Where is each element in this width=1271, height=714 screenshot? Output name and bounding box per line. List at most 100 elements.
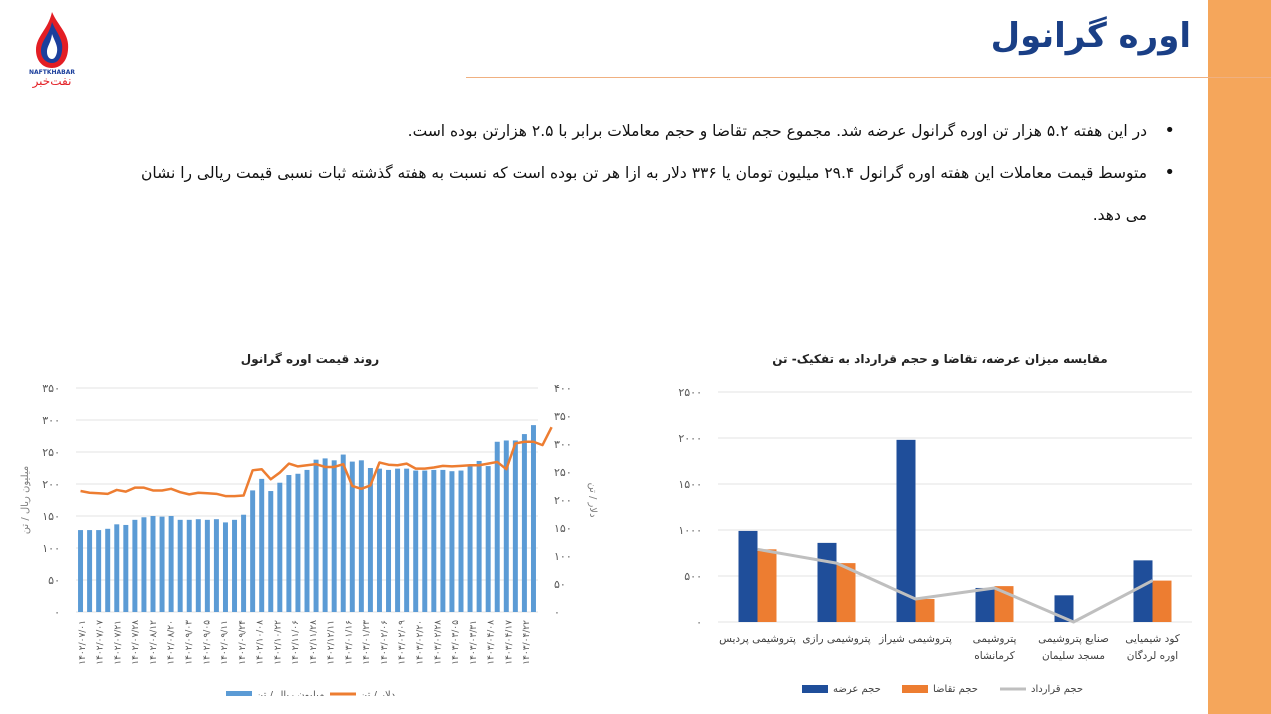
price-bar: [87, 530, 93, 612]
price-bar: [78, 530, 84, 612]
price-bar: [458, 470, 464, 612]
price-bar: [340, 454, 346, 612]
y-tick-label: ۵۰۰: [684, 570, 702, 583]
price-bar: [250, 490, 256, 612]
y-tick-label: ۱۵۰۰: [678, 478, 702, 491]
price-bar: [331, 460, 337, 612]
demand-bar: [915, 599, 935, 622]
price-bar: [132, 519, 138, 612]
price-bar: [367, 468, 373, 612]
price-bar: [241, 514, 247, 612]
price-bar: [150, 516, 156, 612]
legend-label: حجم عرضه: [833, 684, 881, 695]
y-tick-label: ۲۰۰۰: [678, 432, 702, 445]
x-tick-label: ۱۴۰۳/۰۴/۲۲: [522, 620, 532, 665]
price-bar: [259, 478, 265, 612]
x-category-label-line: پتروشیمی شیراز: [878, 633, 952, 645]
legend-label: میلیون ریال / تن: [256, 690, 324, 696]
price-bar: [204, 519, 210, 612]
price-bar: [322, 458, 328, 612]
price-bar: [222, 522, 228, 612]
logo-persian-text: نفت‌خبر: [32, 74, 72, 88]
price-bar: [105, 528, 111, 612]
y2-tick-label: ۲۰۰: [554, 494, 572, 507]
price-bar: [232, 519, 238, 612]
page-title: اوره گرانول: [990, 16, 1191, 56]
price-bar: [449, 471, 455, 612]
naftkhabar-logo: NAFTKHABAR نفت‌خبر: [29, 12, 75, 88]
price-bar: [195, 519, 201, 612]
y2-tick-label: ۰: [554, 606, 560, 619]
x-tick-label: ۱۴۰۲/۰۷/۲۸: [131, 620, 141, 665]
usd-price-line: [80, 426, 553, 498]
title-divider: [466, 77, 1271, 78]
y2-tick-label: ۱۰۰: [554, 550, 572, 563]
legend-swatch-supply: [802, 685, 828, 693]
price-bar: [386, 469, 392, 612]
supply-demand-chart-title: مقایسه میزان عرضه، تقاضا و حجم قرارداد ب…: [772, 352, 1108, 366]
logo-latin-text: NAFTKHABAR: [29, 69, 75, 76]
x-tick-label: ۱۴۰۲/۰۷/۰۷: [96, 620, 106, 665]
x-category-label: پتروشیمی شیراز: [878, 633, 952, 645]
supply-demand-chart: ۰ ۵۰۰ ۱۰۰۰ ۱۵۰۰ ۲۰۰۰ ۲۵۰۰ پتروشیمی پردیس پتروشی…: [678, 386, 1192, 695]
price-bar: [114, 524, 120, 612]
supply-bar: [1133, 560, 1153, 622]
bullet-dot: •: [1164, 162, 1175, 183]
legend-label: حجم قرارداد: [1031, 684, 1083, 695]
x-tick-label: ۱۴۰۳/۰۴/۰۸: [487, 620, 497, 665]
x-category-label-line: پتروشیمی پردیس: [719, 633, 796, 645]
x-tick-label: ۱۴۰۳/۰۲/۲۰: [416, 620, 426, 665]
y2-tick-label: ۲۵۰: [554, 466, 572, 479]
supply-bar: [896, 439, 916, 622]
x-tick-label: ۱۴۰۲/۰۸/۲۰: [167, 620, 177, 665]
y-tick-label: ۱۰۰: [42, 542, 60, 555]
x-category-label: پتروشیمی رازی: [802, 633, 870, 645]
supply-bar: [817, 542, 837, 622]
demand-bar: [1152, 580, 1172, 622]
price-bar: [159, 516, 165, 612]
price-bar: [168, 516, 174, 612]
price-trend-chart-title: روند قیمت اوره گرانول: [240, 352, 380, 366]
supply-bar: [738, 530, 758, 622]
x-category-label: صنایع پتروشیمی مسجد سلیمان: [1038, 633, 1109, 662]
x-tick-label: ۱۴۰۳/۰۲/۲۸: [433, 620, 443, 665]
x-tick-label: ۱۴۰۳/۰۲/۰۶: [380, 620, 390, 665]
x-tick-label: ۱۴۰۲/۰۸/۱۲: [149, 620, 159, 665]
bullet-text: در این هفته ۵.۲ هزار تن اوره گرانول عرضه…: [407, 122, 1147, 140]
price-bar: [467, 466, 473, 612]
bullet-item: • در این هفته ۵.۲ هزار تن اوره گرانول عر…: [115, 110, 1175, 152]
legend-label: حجم تقاضا: [933, 684, 978, 695]
x-tick-label: ۱۴۰۳/۰۱/۱۶: [344, 620, 354, 665]
y2-tick-label: ۵۰: [554, 578, 566, 591]
price-trend-chart: ۰ ۵۰ ۱۰۰ ۱۵۰ ۲۰۰ ۲۵۰ ۳۰۰ ۳۵۰ ۰ ۵۰ ۱۰۰ ۱۵۰ ۲۰۰ ۲۵۰ ۳۰۰ ۳…: [20, 382, 598, 696]
x-tick-label: ۱۴۰۲/۰۹/۲۴: [238, 620, 248, 665]
price-bar: [286, 475, 292, 612]
y-tick-label: ۲۵۰: [42, 446, 60, 459]
price-bar: [123, 524, 129, 612]
y2-tick-label: ۳۰۰: [554, 438, 572, 451]
price-bar: [213, 519, 219, 612]
x-category-label-line: مسجد سلیمان: [1042, 650, 1105, 662]
legend-label: دلار / تن: [360, 690, 395, 696]
x-category-label: پتروشیمی پردیس: [719, 633, 796, 645]
legend-swatch-bar: [226, 691, 252, 696]
y-tick-label: ۲۰۰: [42, 478, 60, 491]
bullet-item: • متوسط قیمت معاملات این هفته اوره گرانو…: [115, 152, 1175, 236]
x-tick-label: ۱۴۰۲/۱۰/۰۸: [256, 620, 266, 665]
price-bar: [440, 469, 446, 612]
y-tick-label: ۰: [696, 616, 702, 629]
x-tick-label: ۱۴۰۳/۰۴/۱۷: [504, 620, 514, 665]
x-category-label-line: کرمانشاه: [974, 650, 1015, 662]
x-tick-label: ۱۴۰۲/۰۹/۰۵: [202, 620, 212, 665]
price-bar: [349, 461, 355, 612]
y-tick-label: ۳۰۰: [42, 414, 60, 427]
price-bar: [395, 468, 401, 612]
bullet-dot: •: [1164, 120, 1175, 141]
price-bar: [530, 425, 536, 612]
price-bar: [358, 460, 364, 612]
price-bar: [313, 459, 319, 612]
price-bar: [503, 440, 509, 612]
contract-volume-line: [757, 547, 1154, 624]
y2-axis-label: دلار / تن: [587, 482, 598, 517]
bullet-list: • در این هفته ۵.۲ هزار تن اوره گرانول عر…: [115, 110, 1175, 236]
